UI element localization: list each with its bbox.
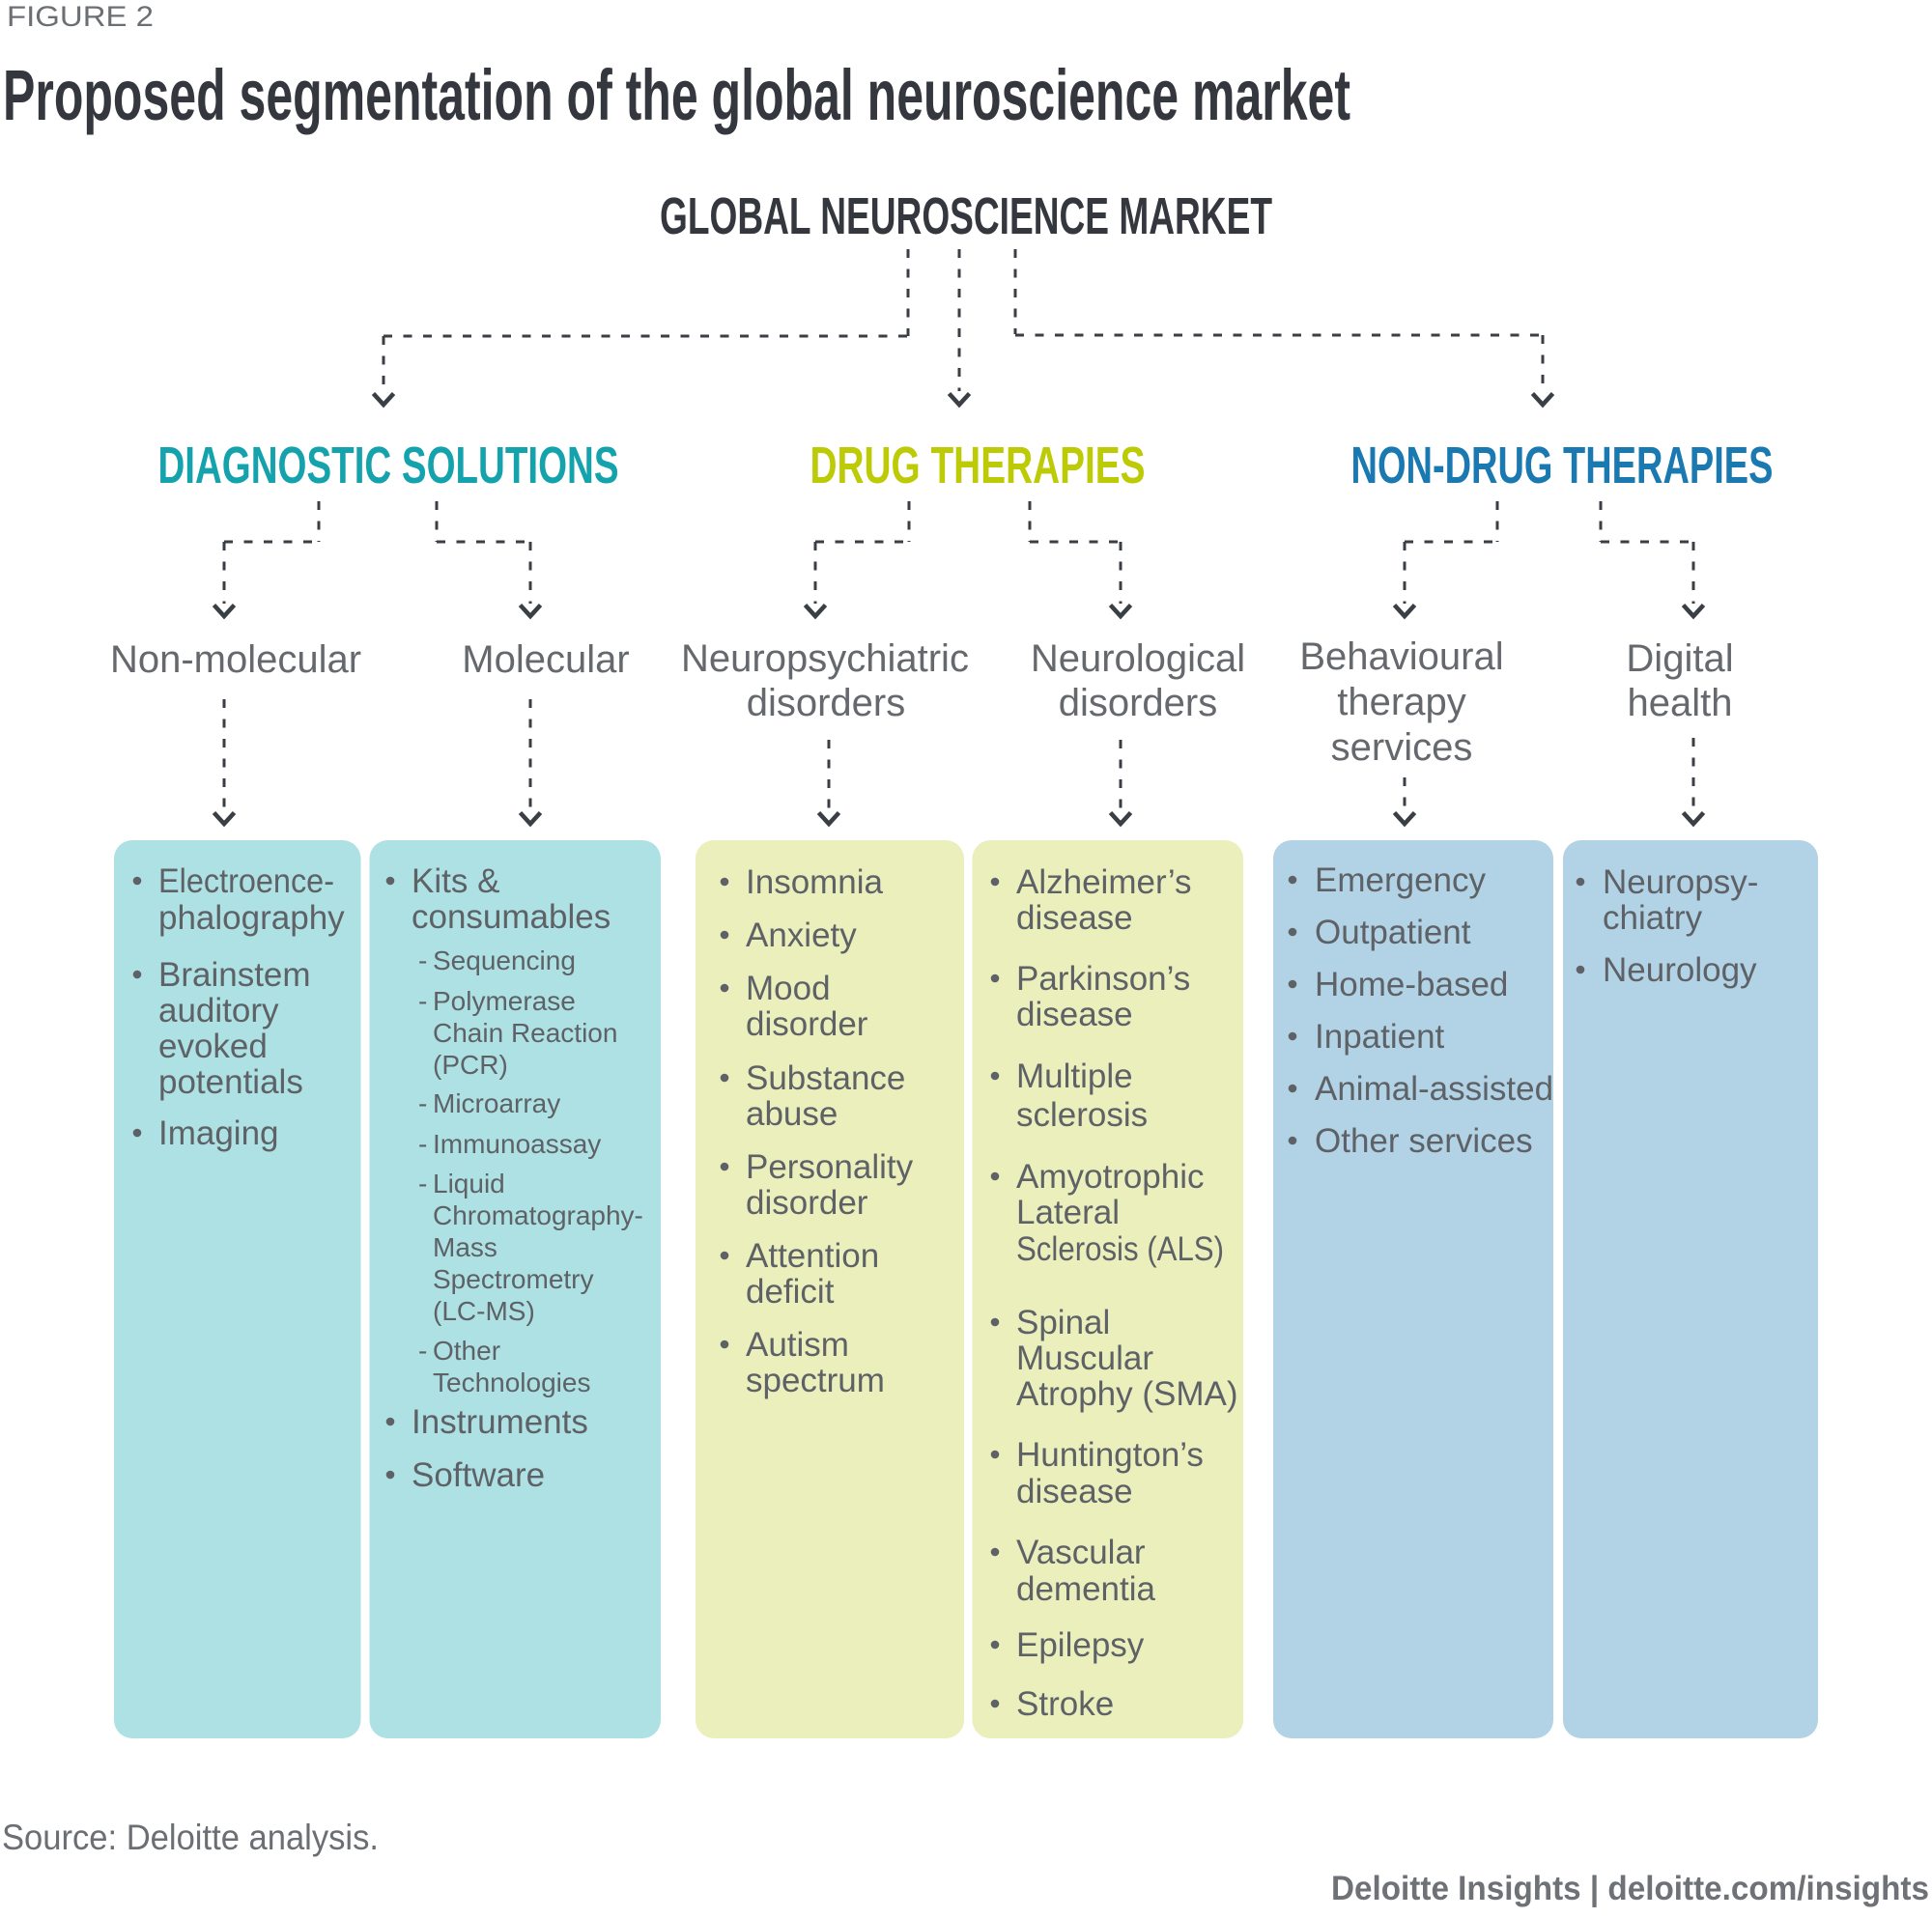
svg-text:Substance: Substance — [746, 1059, 905, 1097]
svg-text:Other: Other — [433, 1336, 500, 1366]
svg-text:Neurological: Neurological — [1031, 637, 1245, 680]
svg-text:Vascular: Vascular — [1016, 1534, 1146, 1571]
svg-text:Alzheimer’s: Alzheimer’s — [1016, 863, 1192, 901]
svg-text:disorders: disorders — [1059, 682, 1218, 724]
svg-text:Insomnia: Insomnia — [746, 863, 884, 901]
svg-text:Multiple: Multiple — [1016, 1058, 1133, 1095]
svg-text:Non-molecular: Non-molecular — [110, 638, 361, 681]
svg-text:Animal-assisted: Animal-assisted — [1315, 1070, 1553, 1108]
svg-text:disorders: disorders — [747, 682, 906, 724]
svg-text:FIGURE 2: FIGURE 2 — [7, 1, 154, 33]
svg-text:GLOBAL NEUROSCIENCE MARKET: GLOBAL NEUROSCIENCE MARKET — [660, 187, 1272, 245]
svg-text:Sclerosis (ALS): Sclerosis (ALS) — [1016, 1230, 1224, 1268]
svg-text:Technologies: Technologies — [433, 1368, 590, 1397]
svg-text:Emergency: Emergency — [1315, 861, 1487, 899]
svg-text:Immunoassay: Immunoassay — [433, 1129, 601, 1159]
svg-text:-: - — [418, 1169, 427, 1199]
svg-text:services: services — [1331, 726, 1473, 769]
svg-text:Spectrometry: Spectrometry — [433, 1264, 594, 1294]
svg-text:-: - — [418, 1129, 427, 1159]
svg-text:Mass: Mass — [433, 1232, 497, 1262]
svg-text:disease: disease — [1016, 996, 1133, 1033]
svg-text:Microarray: Microarray — [433, 1088, 560, 1118]
svg-text:Deloitte Insights | deloitte.c: Deloitte Insights | deloitte.com/insight… — [1331, 1870, 1929, 1907]
svg-text:evoked: evoked — [158, 1028, 268, 1065]
svg-text:-: - — [418, 945, 427, 975]
svg-text:(PCR): (PCR) — [433, 1050, 508, 1080]
svg-text:therapy: therapy — [1337, 681, 1465, 723]
svg-text:health: health — [1628, 682, 1733, 724]
svg-text:spectrum: spectrum — [746, 1362, 885, 1399]
svg-text:Polymerase: Polymerase — [433, 986, 576, 1016]
svg-text:abuse: abuse — [746, 1095, 838, 1133]
svg-text:Neuropsy-: Neuropsy- — [1603, 863, 1758, 901]
svg-text:Software: Software — [412, 1456, 545, 1494]
svg-text:Digital: Digital — [1626, 637, 1733, 680]
svg-text:-: - — [418, 1088, 427, 1118]
svg-text:Instruments: Instruments — [412, 1403, 588, 1441]
svg-text:Outpatient: Outpatient — [1315, 914, 1471, 951]
svg-text:Inpatient: Inpatient — [1315, 1018, 1445, 1056]
svg-text:Chromatography-: Chromatography- — [433, 1200, 643, 1230]
svg-text:Personality: Personality — [746, 1148, 914, 1186]
svg-text:DRUG THERAPIES: DRUG THERAPIES — [810, 437, 1146, 494]
svg-text:Molecular: Molecular — [462, 638, 629, 681]
svg-text:Muscular: Muscular — [1016, 1340, 1153, 1377]
svg-text:Source: Deloitte analysis.: Source: Deloitte analysis. — [2, 1818, 379, 1857]
svg-text:disorder: disorder — [746, 1184, 868, 1222]
svg-text:disease: disease — [1016, 899, 1133, 937]
svg-text:(LC-MS): (LC-MS) — [433, 1296, 535, 1326]
svg-text:Spinal: Spinal — [1016, 1304, 1110, 1341]
svg-text:Parkinson’s: Parkinson’s — [1016, 960, 1190, 998]
svg-text:Anxiety: Anxiety — [746, 917, 857, 954]
svg-text:sclerosis: sclerosis — [1016, 1096, 1148, 1134]
svg-text:Imaging: Imaging — [158, 1114, 279, 1152]
svg-text:Sequencing: Sequencing — [433, 945, 576, 975]
svg-text:Epilepsy: Epilepsy — [1016, 1626, 1145, 1664]
svg-text:Huntington’s: Huntington’s — [1016, 1436, 1204, 1474]
svg-text:disorder: disorder — [746, 1005, 868, 1043]
svg-text:Liquid: Liquid — [433, 1169, 505, 1199]
svg-text:Electroence-: Electroence- — [158, 862, 334, 900]
svg-text:deficit: deficit — [746, 1273, 835, 1311]
svg-text:Stroke: Stroke — [1016, 1685, 1114, 1723]
svg-text:NON-DRUG THERAPIES: NON-DRUG THERAPIES — [1351, 437, 1774, 494]
svg-text:disease: disease — [1016, 1473, 1133, 1510]
svg-text:DIAGNOSTIC SOLUTIONS: DIAGNOSTIC SOLUTIONS — [158, 437, 619, 494]
svg-text:Behavioural: Behavioural — [1299, 635, 1503, 678]
svg-text:Mood: Mood — [746, 970, 831, 1007]
svg-text:-: - — [418, 986, 427, 1016]
svg-text:auditory: auditory — [158, 992, 279, 1030]
svg-text:Chain Reaction: Chain Reaction — [433, 1018, 617, 1048]
svg-text:potentials: potentials — [158, 1063, 303, 1101]
svg-text:chiatry: chiatry — [1603, 899, 1703, 937]
svg-text:Attention: Attention — [746, 1237, 879, 1275]
svg-text:Proposed segmentation of the g: Proposed segmentation of the global neur… — [3, 55, 1350, 135]
svg-text:Amyotrophic: Amyotrophic — [1016, 1158, 1205, 1196]
svg-text:Neuropsychiatric: Neuropsychiatric — [681, 637, 969, 680]
svg-text:Home-based: Home-based — [1315, 966, 1508, 1003]
svg-text:Brainstem: Brainstem — [158, 956, 311, 994]
svg-text:-: - — [418, 1336, 427, 1366]
svg-text:Atrophy (SMA): Atrophy (SMA) — [1016, 1375, 1238, 1413]
svg-text:Other services: Other services — [1315, 1122, 1533, 1160]
svg-text:Kits &: Kits & — [412, 862, 499, 900]
svg-text:Autism: Autism — [746, 1326, 849, 1364]
svg-text:phalography: phalography — [158, 899, 345, 937]
svg-text:consumables: consumables — [412, 898, 611, 936]
svg-text:Lateral: Lateral — [1016, 1194, 1120, 1231]
svg-text:Neurology: Neurology — [1603, 951, 1757, 989]
svg-text:dementia: dementia — [1016, 1570, 1156, 1608]
